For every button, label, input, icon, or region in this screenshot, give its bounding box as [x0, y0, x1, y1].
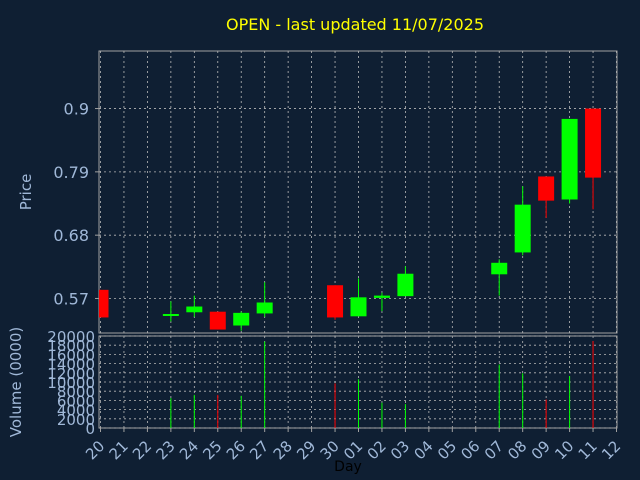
- x-tick-label: 02: [364, 437, 390, 463]
- volume-tick-label: 10000: [47, 374, 95, 392]
- volume-axis-label: Volume (0000): [7, 327, 25, 437]
- x-tick-label: 11: [575, 437, 601, 463]
- chart-title: OPEN - last updated 11/07/2025: [226, 15, 484, 34]
- x-tick-label: 26: [223, 437, 249, 463]
- candle-body: [514, 204, 531, 253]
- volume-tick-label: 14000: [47, 356, 95, 374]
- candle-body: [99, 289, 109, 318]
- candle-body: [397, 273, 414, 297]
- price-tick-label: 0.68: [53, 226, 89, 245]
- volume-tick-label: 8000: [57, 383, 95, 401]
- volume-tick-label: 20000: [47, 328, 95, 346]
- x-tick-label: 10: [551, 437, 577, 463]
- price-panel: 0.57 0.68 0.79 0.9: [53, 50, 618, 334]
- volume-tick-label: 0: [85, 420, 95, 438]
- price-axis-label: Price: [17, 174, 35, 211]
- volume-tick-label: 4000: [57, 402, 95, 420]
- price-tick-label: 0.79: [53, 163, 89, 182]
- candle-body: [491, 262, 508, 275]
- volume-panel: 0200040006000800010000120001400016000180…: [47, 328, 618, 438]
- x-tick-label: 23: [152, 437, 178, 463]
- candle-body: [327, 285, 344, 318]
- x-tick-label: 08: [504, 437, 530, 463]
- candle-body: [233, 312, 250, 326]
- x-axis-label: Day: [334, 459, 362, 475]
- x-tick-label: 25: [199, 437, 225, 463]
- volume-tick-label: 6000: [57, 392, 95, 410]
- x-tick-label: 29: [293, 437, 319, 463]
- candle-body: [186, 306, 203, 313]
- candle-body: [538, 176, 555, 201]
- candle-body: [373, 295, 390, 298]
- x-tick-label: 09: [528, 437, 554, 463]
- volume-tick-label: 2000: [57, 411, 95, 429]
- x-tick-label: 06: [457, 437, 483, 463]
- x-tick-label: 12: [598, 437, 624, 463]
- candle-body: [209, 311, 226, 330]
- volume-tick-label: 18000: [47, 337, 95, 355]
- x-tick-label: 22: [129, 437, 155, 463]
- candle-body: [162, 314, 179, 317]
- candle-body: [350, 297, 367, 317]
- x-tick-label: 28: [270, 437, 296, 463]
- x-tick-label: 21: [106, 437, 132, 463]
- x-tick-label: 27: [246, 437, 272, 463]
- volume-tick-label: 12000: [47, 365, 95, 383]
- volume-tick-label: 16000: [47, 346, 95, 364]
- x-tick-label: 04: [410, 437, 436, 463]
- price-frame: [98, 50, 618, 334]
- candle-body: [256, 302, 273, 314]
- candle-body: [585, 108, 602, 178]
- x-tick-label: 20: [82, 437, 108, 463]
- price-tick-label: 0.9: [64, 100, 89, 119]
- x-tick-label: 07: [481, 437, 507, 463]
- x-tick-label: 24: [176, 437, 202, 463]
- x-tick-label: 05: [434, 437, 460, 463]
- price-tick-label: 0.57: [53, 289, 89, 308]
- x-tick-label: 03: [387, 437, 413, 463]
- candle-body: [561, 118, 578, 200]
